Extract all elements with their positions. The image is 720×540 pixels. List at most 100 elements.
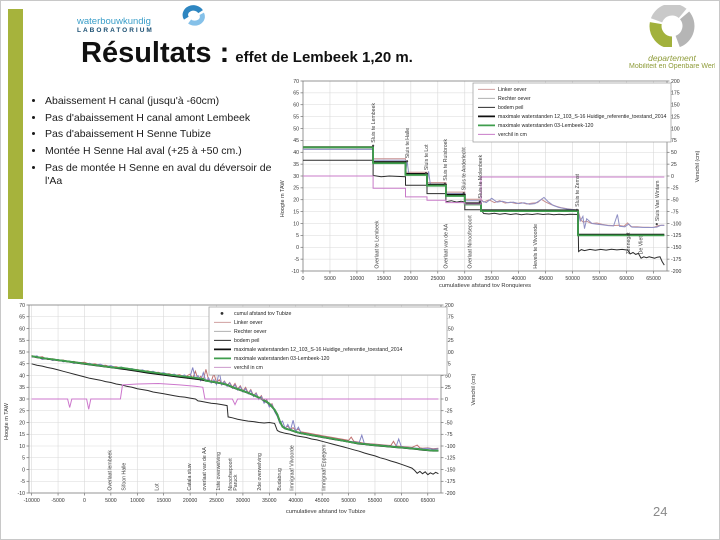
svg-text:Overlaat te Lembeek: Overlaat te Lembeek xyxy=(374,220,380,269)
svg-text:maximale waterstanden 03-Lembe: maximale waterstanden 03-Lembeek-120 xyxy=(234,356,330,362)
svg-text:50000: 50000 xyxy=(341,498,356,504)
grid: -10000 -5000 0 5000 10000 15000 20000 25000 3000… xyxy=(18,303,456,504)
svg-text:maximale waterstanden 12_103_S: maximale waterstanden 12_103_S-16 Huidig… xyxy=(498,114,667,120)
svg-text:-150: -150 xyxy=(671,245,681,251)
svg-text:35: 35 xyxy=(293,162,299,168)
svg-text:-75: -75 xyxy=(445,432,453,438)
bullet-list: Abaissement H canal (jusqu'à -60cm) Pas … xyxy=(29,95,283,191)
svg-text:65: 65 xyxy=(293,91,299,97)
svg-text:20000: 20000 xyxy=(183,498,198,504)
svg-text:10000: 10000 xyxy=(350,276,365,282)
svg-text:25000: 25000 xyxy=(209,498,224,504)
svg-text:-5: -5 xyxy=(294,257,299,263)
svg-text:-125: -125 xyxy=(445,456,455,462)
svg-text:5: 5 xyxy=(22,456,25,462)
svg-text:-10: -10 xyxy=(18,491,26,497)
svg-text:Sluis te Anderlecht: Sluis te Anderlecht xyxy=(462,147,468,191)
svg-text:0: 0 xyxy=(22,467,25,473)
y-axis-left-title: Hoogte m TAW xyxy=(280,180,286,218)
svg-text:0: 0 xyxy=(445,397,448,403)
svg-text:-75: -75 xyxy=(671,209,679,215)
svg-text:45: 45 xyxy=(293,138,299,144)
svg-text:-100: -100 xyxy=(445,444,455,450)
svg-text:50000: 50000 xyxy=(565,276,580,282)
svg-text:limnigraaf Vilvoorde: limnigraaf Vilvoorde xyxy=(290,445,296,491)
bullet-item: Pas d'abaissement H canal amont Lembeek xyxy=(45,112,283,125)
svg-text:65000: 65000 xyxy=(646,276,661,282)
line-maximale-waterstanden-03-lembeek-120 xyxy=(31,355,439,452)
svg-text:25: 25 xyxy=(19,409,25,415)
svg-text:Sluis te Ruisbroek: Sluis te Ruisbroek xyxy=(443,139,449,181)
title-sub: effet de Lembeek 1,20 m. xyxy=(235,49,413,66)
svg-text:-50: -50 xyxy=(671,198,679,204)
svg-text:Paruck: Paruck xyxy=(233,474,239,491)
svg-text:60000: 60000 xyxy=(619,276,634,282)
bullet-item: Pas d'abaissement H Senne Tubize xyxy=(45,128,283,141)
svg-text:200: 200 xyxy=(671,79,680,85)
svg-text:overlaat van de AA: overlaat van de AA xyxy=(202,447,208,491)
line-bodem-peil xyxy=(31,363,439,476)
svg-text:75: 75 xyxy=(445,362,451,368)
slide-title: Résultats : effet de Lembeek 1,20 m. xyxy=(81,37,413,70)
line-maximale-waterstanden-03-lembeek-120 xyxy=(303,146,665,237)
svg-text:verchil in cm: verchil in cm xyxy=(234,365,263,371)
svg-text:100: 100 xyxy=(671,126,680,132)
svg-text:15000: 15000 xyxy=(156,498,171,504)
y-axis-right-title: Verschil (cm) xyxy=(695,150,701,182)
bullet-item: Abaissement H canal (jusqu'à -60cm) xyxy=(45,95,283,108)
title-main: Résultats : xyxy=(81,37,230,69)
svg-text:45: 45 xyxy=(19,362,25,368)
svg-text:50: 50 xyxy=(445,373,451,379)
svg-text:Overlaat van de AA: Overlaat van de AA xyxy=(443,223,449,268)
svg-text:limnigraaf Eppegem: limnigraaf Eppegem xyxy=(322,445,328,491)
svg-text:15: 15 xyxy=(19,432,25,438)
svg-text:35: 35 xyxy=(19,385,25,391)
svg-text:cumul afstand tov Tubize: cumul afstand tov Tubize xyxy=(234,311,291,317)
svg-text:100: 100 xyxy=(445,350,454,356)
svg-text:-10: -10 xyxy=(292,269,300,275)
svg-text:70: 70 xyxy=(293,79,299,85)
svg-text:1ste overwelving: 1ste overwelving xyxy=(216,452,222,491)
legend: cumul afstand tov Tubize Linker oever Rech… xyxy=(208,306,448,376)
svg-text:125: 125 xyxy=(445,338,454,344)
svg-text:Linker oever: Linker oever xyxy=(234,320,263,326)
svg-text:Sluis Van Wintam: Sluis Van Wintam xyxy=(655,181,661,222)
line-verchil-in-cm xyxy=(303,175,665,205)
svg-text:Sifoon Halle: Sifoon Halle xyxy=(122,463,128,491)
svg-text:60: 60 xyxy=(19,326,25,332)
svg-text:125: 125 xyxy=(671,114,680,120)
svg-text:0: 0 xyxy=(671,174,674,180)
svg-text:75: 75 xyxy=(671,138,677,144)
canal-profile-chart: 0 5000 10000 15000 20000 25000 30000 35000 40000… xyxy=(277,75,703,315)
svg-text:maximale waterstanden 12_103_S: maximale waterstanden 12_103_S-16 Huidig… xyxy=(234,347,403,353)
svg-text:0: 0 xyxy=(296,245,299,251)
svg-text:20000: 20000 xyxy=(404,276,419,282)
senne-profile-chart: -10000 -5000 0 5000 10000 15000 20000 25000 3000… xyxy=(1,299,479,539)
svg-text:Sluis te Molenbeek: Sluis te Molenbeek xyxy=(478,154,484,198)
page-number: 24 xyxy=(653,504,668,519)
svg-text:Sluis te Halle: Sluis te Halle xyxy=(405,128,411,158)
svg-text:De Vliet: De Vliet xyxy=(639,236,645,255)
svg-text:-125: -125 xyxy=(671,233,681,239)
svg-text:Sluis te Lembeek: Sluis te Lembeek xyxy=(371,103,377,143)
svg-text:-175: -175 xyxy=(671,257,681,263)
legend: Linker oever Rechter oever bodem peil maxim… xyxy=(472,82,672,143)
svg-text:20: 20 xyxy=(293,198,299,204)
svg-text:175: 175 xyxy=(671,91,680,97)
svg-text:70: 70 xyxy=(19,303,25,309)
departement-pinwheel-icon xyxy=(649,3,695,49)
svg-text:200: 200 xyxy=(445,303,454,309)
svg-text:40: 40 xyxy=(19,373,25,379)
svg-text:40000: 40000 xyxy=(289,498,304,504)
waterbouwkundig-logo-text: waterbouwkundig xyxy=(77,16,151,27)
svg-text:-25: -25 xyxy=(445,409,453,415)
departement-subtext: Mobiliteit en Openbare Werken xyxy=(629,63,715,70)
svg-text:-5: -5 xyxy=(20,479,25,485)
svg-text:-150: -150 xyxy=(445,467,455,473)
svg-text:Zennegat: Zennegat xyxy=(626,232,632,254)
series-lines xyxy=(31,355,439,476)
svg-text:Lot: Lot xyxy=(154,483,160,491)
svg-text:Overlaat Ninoofsepoort: Overlaat Ninoofsepoort xyxy=(468,215,474,269)
svg-text:40: 40 xyxy=(293,150,299,156)
svg-text:25: 25 xyxy=(445,385,451,391)
